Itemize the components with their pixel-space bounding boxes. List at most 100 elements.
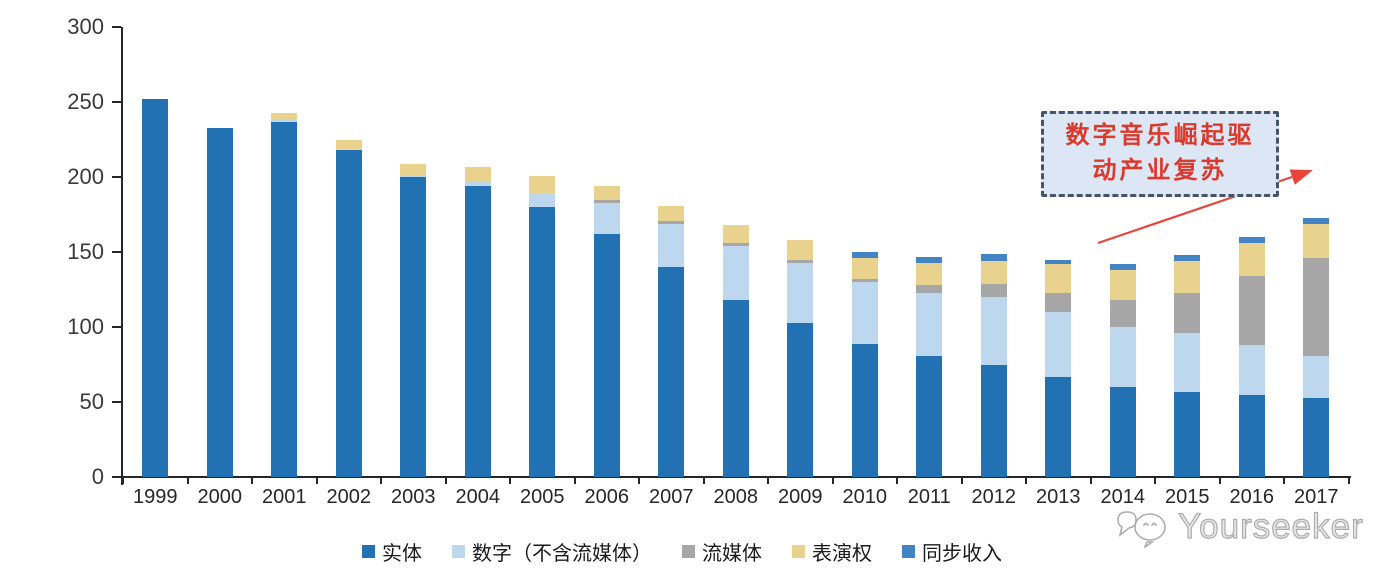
- bar-segment: [916, 256, 943, 263]
- x-tick-label: 2002: [326, 486, 372, 508]
- bar-segment: [980, 297, 1007, 365]
- x-tick: [1025, 477, 1027, 484]
- bar-segment: [722, 225, 749, 243]
- bar-segment: [464, 186, 491, 477]
- bar-segment: [529, 207, 556, 477]
- x-tick-label: 2008: [713, 486, 759, 508]
- x-tick: [509, 477, 511, 484]
- bar-segment: [1238, 237, 1265, 243]
- y-tick: [112, 176, 121, 178]
- bar-segment: [851, 252, 878, 258]
- legend-item: 流媒体: [682, 537, 762, 566]
- bar-segment: [335, 139, 362, 149]
- legend-label: 同步收入: [922, 542, 1002, 565]
- legend-item: 实体: [362, 537, 422, 566]
- bar-segment: [142, 99, 169, 477]
- bar-segment: [1303, 355, 1330, 398]
- bar-segment: [916, 262, 943, 285]
- x-tick: [1283, 477, 1285, 484]
- x-tick: [380, 477, 382, 484]
- legend-item: 表演权: [792, 537, 872, 566]
- bar-segment: [851, 282, 878, 344]
- bar-segment: [916, 285, 943, 293]
- legend-swatch-icon: [792, 544, 805, 558]
- legend-swatch-icon: [452, 544, 465, 558]
- legend-swatch-icon: [362, 544, 375, 558]
- bar-segment: [593, 234, 620, 477]
- x-tick: [1154, 477, 1156, 484]
- x-tick-label: 2001: [262, 486, 307, 508]
- bar-segment: [1109, 387, 1136, 477]
- bar-segment: [1303, 223, 1330, 258]
- bar-segment: [593, 186, 620, 200]
- bar-segment: [1109, 327, 1136, 387]
- bar-segment: [400, 177, 427, 477]
- x-tick-label: 2005: [520, 486, 565, 508]
- bar-segment: [916, 355, 943, 477]
- y-tick: [112, 326, 121, 328]
- bar-segment: [271, 120, 298, 122]
- bar-segment: [1045, 312, 1072, 377]
- y-tick-label: 100: [67, 314, 104, 339]
- x-tick: [251, 477, 253, 484]
- bar-segment: [1174, 255, 1201, 261]
- bar-segment: [1238, 345, 1265, 395]
- x-tick: [702, 477, 705, 484]
- y-tick: [112, 101, 121, 103]
- bar-segment: [658, 205, 685, 221]
- bar-segment: [916, 292, 943, 356]
- x-tick: [122, 477, 124, 484]
- callout-text-line1: 数字音乐崛起驱: [1065, 122, 1255, 150]
- x-tick-label: 2012: [971, 486, 1017, 508]
- x-axis: [120, 476, 1351, 478]
- x-tick: [638, 477, 640, 484]
- bar-segment: [722, 300, 749, 477]
- bar-segment: [658, 223, 685, 267]
- legend-item: 数字（不含流媒体）: [452, 537, 652, 566]
- bar-segment: [593, 199, 620, 203]
- x-tick-label: 2000: [197, 486, 243, 508]
- y-tick: [112, 251, 121, 253]
- bar-segment: [271, 112, 298, 120]
- legend-label: 实体: [382, 542, 422, 565]
- y-tick-label: 50: [79, 389, 104, 414]
- y-tick-label: 150: [67, 239, 104, 264]
- x-tick-label: 1999: [133, 486, 178, 508]
- x-tick: [444, 477, 447, 484]
- legend: 实体 数字（不含流媒体） 流媒体 表演权 同步收入: [362, 537, 1002, 566]
- bar-segment: [980, 364, 1007, 477]
- x-tick-label: 2014: [1100, 486, 1146, 508]
- x-tick-label: 2004: [455, 486, 501, 508]
- y-tick-label: 0: [91, 464, 104, 489]
- bar-segment: [851, 279, 878, 282]
- bar-segment: [787, 262, 814, 323]
- bar-segment: [1174, 292, 1201, 333]
- bar-segment: [787, 240, 814, 260]
- bar-segment: [1303, 397, 1330, 477]
- legend-label: 表演权: [812, 542, 872, 565]
- x-tick: [960, 477, 963, 484]
- x-tick: [767, 477, 769, 484]
- x-tick-label: 2009: [778, 486, 823, 508]
- bar-segment: [1303, 217, 1330, 224]
- bar-segment: [722, 243, 749, 246]
- y-tick: [112, 476, 121, 478]
- bar-segment: [658, 220, 685, 224]
- chat-smiley-logo-icon: [1117, 511, 1166, 548]
- bar-segment: [851, 343, 878, 477]
- x-tick-label: 2007: [649, 486, 694, 508]
- bar-segment: [1109, 264, 1136, 270]
- x-tick: [1347, 477, 1350, 484]
- bar-segment: [787, 259, 814, 263]
- bar-segment: [658, 267, 685, 477]
- bar-segment: [593, 202, 620, 234]
- x-tick: [186, 477, 189, 484]
- bar-segment: [1109, 300, 1136, 327]
- bar-segment: [335, 148, 362, 150]
- bar-segment: [980, 261, 1007, 284]
- y-tick: [112, 26, 121, 28]
- bar-segment: [1303, 258, 1330, 356]
- bar-segment: [206, 127, 233, 477]
- bar-segment: [529, 175, 556, 194]
- legend-label: 流媒体: [702, 542, 762, 565]
